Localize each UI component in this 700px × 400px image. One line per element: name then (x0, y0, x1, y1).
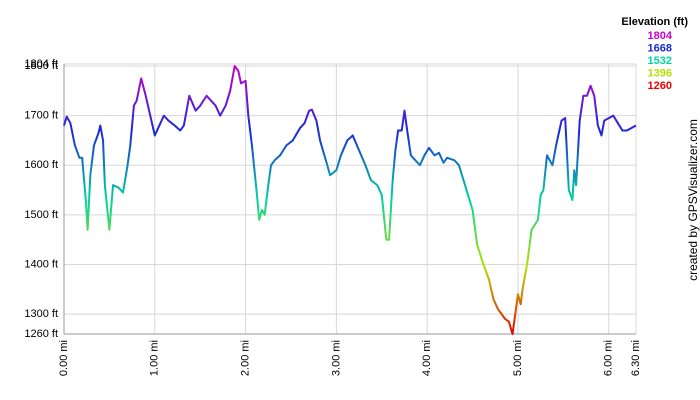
legend-entry: 1532 (648, 55, 672, 67)
credit: created by GPSVisualizer.com (686, 119, 700, 281)
legend-entry: 1396 (648, 67, 672, 79)
legend-entry: 1260 (648, 80, 672, 92)
y-tick-label: 1500 ft (24, 209, 58, 221)
x-tick-label: 6.00 mi (603, 340, 615, 376)
x-tick-label: 5.00 mi (512, 340, 524, 376)
legend-title: Elevation (ft) (621, 16, 688, 28)
elevation-line (63, 64, 637, 335)
x-tick-label: 4.00 mi (421, 340, 433, 376)
x-tick-label: 0.00 mi (58, 340, 70, 376)
y-tick-label: 1600 ft (24, 159, 58, 171)
x-tick-label: 1.00 mi (149, 340, 161, 376)
y-tick-label: 1800 ft (24, 60, 58, 72)
x-tick-label: 6.30 mi (630, 340, 642, 376)
y-tick-label: 1700 ft (24, 110, 58, 122)
y-tick-label: 1300 ft (24, 308, 58, 320)
y-tick-label: 1804 ft (24, 58, 58, 70)
legend-entry: 1804 (648, 30, 673, 42)
y-tick-label: 1400 ft (24, 258, 58, 270)
legend-entry: 1668 (648, 42, 672, 54)
y-tick-label: 1260 ft (24, 328, 58, 340)
x-tick-label: 2.00 mi (239, 340, 251, 376)
x-tick-label: 3.00 mi (330, 340, 342, 376)
